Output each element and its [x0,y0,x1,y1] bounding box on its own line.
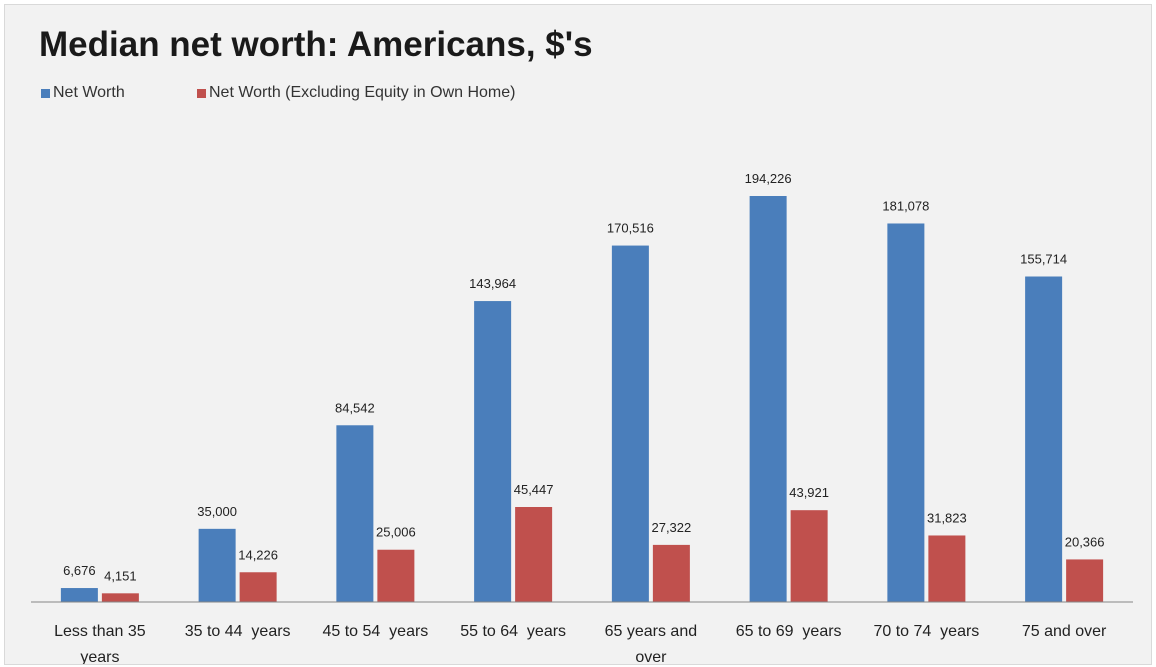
bar-net-worth [611,245,649,602]
data-label-net-worth-ex-home: 31,823 [927,510,967,525]
bar-net-worth-ex-home [790,510,828,602]
legend-item-net-worth-ex-home: Net Worth (Excluding Equity in Own Home) [197,83,515,103]
data-label-net-worth-ex-home: 27,322 [651,520,691,535]
category-label: 65 to 69 years [736,623,842,640]
legend-label-net-worth-ex-home: Net Worth (Excluding Equity in Own Home) [209,84,516,101]
bar-net-worth [749,196,787,602]
bar-net-worth [198,528,236,602]
data-label-net-worth-ex-home: 20,366 [1065,534,1105,549]
data-label-net-worth: 35,000 [197,504,237,519]
bar-net-worth-ex-home [377,549,415,602]
bar-net-worth-ex-home [239,572,277,602]
category-label: 65 years and [605,623,698,640]
chart-title: Median net worth: Americans, $'s [39,25,593,64]
bar-net-worth-ex-home [101,593,139,602]
category-label: 55 to 64 years [460,623,566,640]
data-label-net-worth-ex-home: 25,006 [376,525,416,540]
legend-swatch-net-worth [41,88,50,98]
category-label: 35 to 44 years [185,623,291,640]
category-label: 75 and over [1022,623,1107,640]
legend-item-net-worth: Net Worth [41,83,125,103]
bar-net-worth [887,223,925,603]
data-label-net-worth-ex-home: 14,226 [238,547,278,562]
data-label-net-worth: 143,964 [469,276,516,291]
bar-net-worth [60,588,98,602]
data-label-net-worth: 194,226 [745,171,792,186]
bar-net-worth-ex-home [928,535,966,602]
data-label-net-worth: 170,516 [607,221,654,236]
legend-label-net-worth: Net Worth [53,84,125,101]
bar-net-worth [336,425,374,602]
bar-net-worth-ex-home [515,506,553,602]
data-label-net-worth-ex-home: 4,151 [104,568,137,583]
bar-net-worth [1025,276,1063,602]
data-label-net-worth-ex-home: 43,921 [789,485,829,500]
category-label: years [80,649,119,665]
category-label: over [635,649,667,665]
data-label-net-worth: 6,676 [63,563,96,578]
chart-area: Median net worth: Americans, $'s Net Wor… [4,4,1152,665]
bar-net-worth-ex-home [652,544,690,602]
bar-net-worth-ex-home [1066,559,1104,602]
data-label-net-worth: 84,542 [335,400,375,415]
data-label-net-worth: 155,714 [1020,252,1067,267]
data-label-net-worth-ex-home: 45,447 [514,482,554,497]
category-label: 45 to 54 years [322,623,428,640]
category-label: 70 to 74 years [873,623,979,640]
legend-swatch-net-worth-ex-home [197,88,206,98]
bar-net-worth [474,301,512,602]
category-label: Less than 35 [54,623,146,640]
data-label-net-worth: 181,078 [882,198,929,213]
bar-chart-plot: 6,676 4,151 Less than 35 years 35,000 14,226 3… [31,171,1133,665]
